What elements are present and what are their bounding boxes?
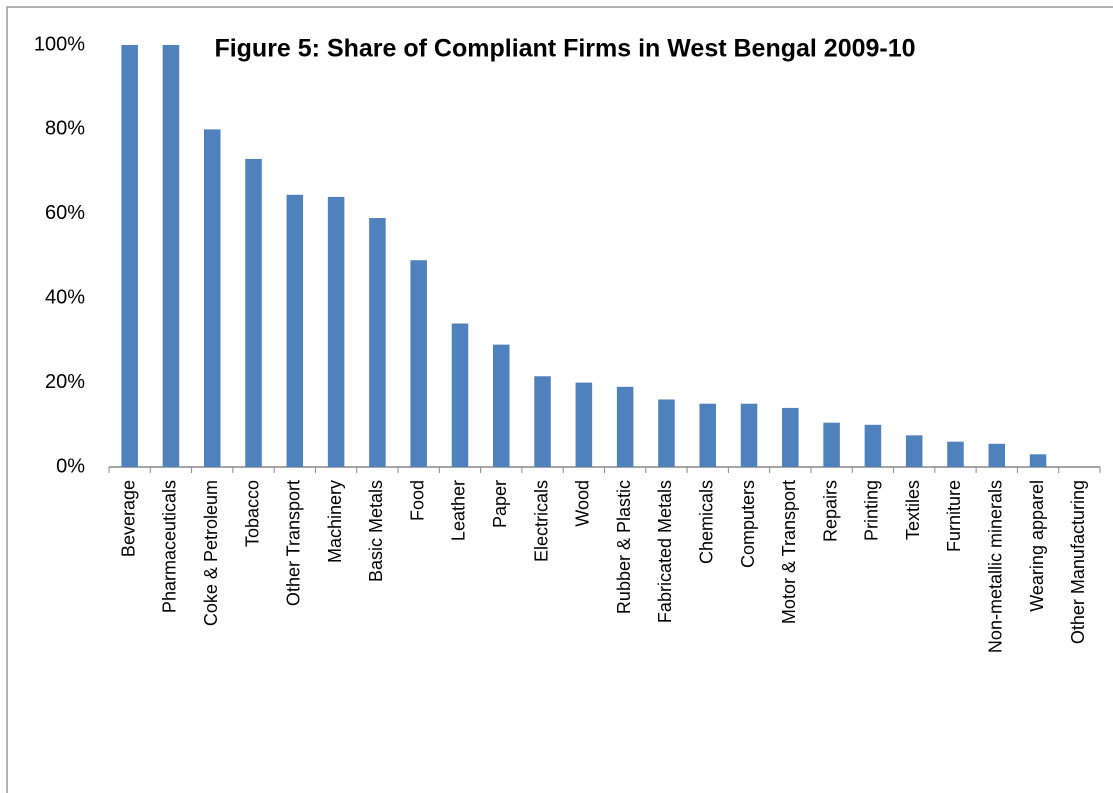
x-tick-label: Rubber & Plastic (614, 480, 634, 614)
x-tick-label: Furniture (944, 480, 964, 552)
bar (286, 194, 304, 467)
y-tick-label: 100% (34, 33, 85, 55)
bar (203, 129, 221, 467)
bar (616, 386, 634, 467)
x-tick-label: Wood (573, 480, 593, 527)
x-tick-label: Non-metallic minerals (986, 480, 1006, 653)
x-tick-label: Leather (449, 480, 469, 541)
bar (1029, 454, 1047, 467)
chart-title: Figure 5: Share of Compliant Firms in We… (214, 35, 915, 63)
x-tick-label: Other Manufacturing (1068, 480, 1088, 644)
y-tick-label: 80% (45, 118, 85, 140)
x-tick-label: Fabricated Metals (655, 480, 675, 623)
bar (782, 407, 799, 467)
bar (864, 424, 882, 467)
y-tick-label: 40% (45, 286, 85, 308)
x-tick-label: Basic Metals (366, 480, 386, 582)
x-tick-label: Other Transport (284, 480, 304, 606)
bar (988, 443, 1006, 467)
chart-border (6, 6, 1113, 793)
bar (947, 441, 964, 467)
bar (575, 382, 593, 467)
bar (699, 403, 716, 467)
x-tick-label: Motor & Transport (779, 480, 799, 624)
bar (658, 399, 675, 467)
x-tick-label: Pharmaceuticals (160, 480, 180, 613)
y-tick-label: 20% (45, 371, 85, 393)
x-tick-label: Repairs (820, 480, 840, 542)
x-tick-label: Chemicals (696, 480, 716, 564)
y-tick-label: 0% (56, 455, 85, 477)
x-tick-label: Beverage (118, 480, 138, 557)
x-tick-label: Wearing apparel (1027, 480, 1047, 612)
bar (451, 323, 469, 467)
x-tick-label: Food (407, 480, 427, 521)
x-tick-label: Computers (738, 480, 758, 568)
bar (823, 422, 840, 467)
bar (369, 218, 386, 467)
bar (245, 158, 262, 467)
bar (121, 45, 138, 467)
x-tick-label: Paper (490, 480, 510, 528)
bar (410, 260, 427, 467)
bar (534, 376, 551, 467)
x-tick-label: Tobacco (242, 480, 262, 547)
bar (162, 45, 180, 467)
bar (327, 196, 345, 468)
bar (740, 403, 758, 467)
x-tick-label: Coke & Petroleum (201, 480, 221, 626)
x-tick-label: Machinery (325, 480, 345, 563)
x-tick-label: Printing (862, 480, 882, 541)
x-tick-label: Electricals (531, 480, 551, 562)
bar (905, 435, 923, 467)
y-tick-label: 60% (45, 202, 85, 224)
x-tick-label: Textiles (903, 480, 923, 540)
bar (493, 344, 510, 467)
